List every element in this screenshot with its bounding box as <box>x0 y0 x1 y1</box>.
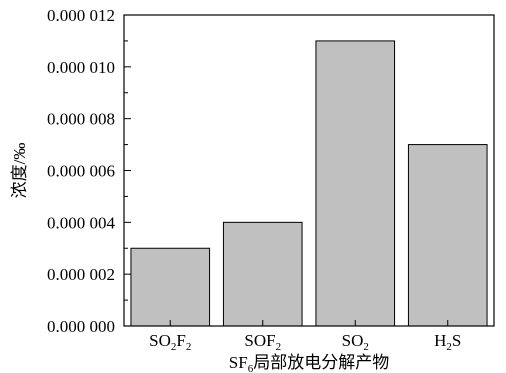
x-tick-label: H2S <box>434 331 461 353</box>
bars-group <box>130 40 488 327</box>
x-tick-label: SOF2 <box>244 331 281 353</box>
bar-4 <box>407 144 488 327</box>
x-axis-ticks: SO2F2 SOF2 SO2 H2S <box>149 320 461 353</box>
bar-3 <box>315 40 396 327</box>
y-tick-label: 0.000 002 <box>47 265 115 284</box>
y-tick-label: 0.000 012 <box>47 6 115 25</box>
y-tick-label: 0.000 000 <box>47 317 115 336</box>
y-tick-label: 0.000 010 <box>47 58 115 77</box>
x-tick-label: SO2F2 <box>149 331 191 353</box>
y-axis-ticks: 0.000 000 0.000 002 0.000 004 0.000 006 0.00… <box>47 6 131 336</box>
x-axis-title: SF6局部放电分解产物 <box>229 353 389 373</box>
plot-frame <box>123 14 495 327</box>
y-tick-label: 0.000 006 <box>47 162 115 181</box>
x-tick-label: SO2 <box>342 331 369 353</box>
bar-2 <box>222 221 303 327</box>
y-axis-title: 浓度/‰ <box>10 143 29 199</box>
y-tick-label: 0.000 004 <box>47 213 116 232</box>
bar-1 <box>130 247 211 327</box>
y-tick-label: 0.000 008 <box>47 110 115 129</box>
